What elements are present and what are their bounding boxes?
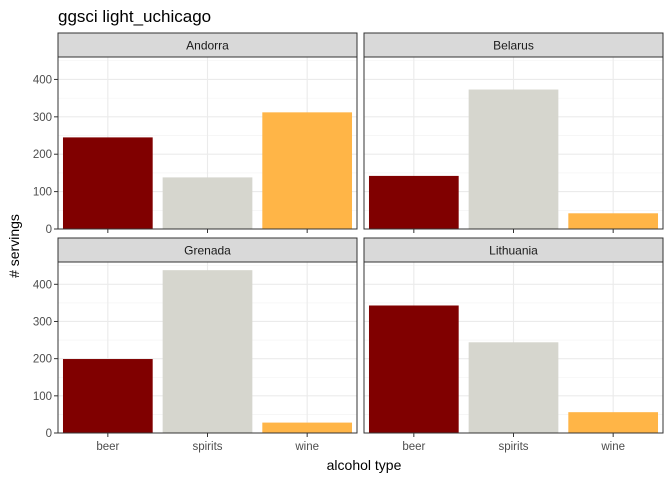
y-tick-label: 100 xyxy=(33,187,52,199)
x-axis-title: alcohol type xyxy=(327,457,402,473)
bar-grenada-beer xyxy=(62,359,153,433)
bar-lithuania-beer xyxy=(368,305,459,433)
y-tick-label: 400 xyxy=(33,279,52,291)
strip-andorra xyxy=(57,32,358,58)
strip-lithuania xyxy=(363,237,664,263)
panel-andorra: Andorra 0 100 200 300 400 xyxy=(33,32,358,236)
x-tick-label: wine xyxy=(600,441,625,453)
y-axis-title: # servings xyxy=(6,214,22,278)
bar-lithuania-wine xyxy=(568,412,659,433)
panel-grenada: Grenada 0 100 200 300 400 beer spirits wine xyxy=(33,237,358,453)
strip-label: Belarus xyxy=(493,39,534,53)
strip-belarus xyxy=(363,32,664,58)
strip-label: Lithuania xyxy=(489,244,538,258)
strip-label: Grenada xyxy=(184,244,231,258)
x-tick-label: spirits xyxy=(498,441,528,453)
x-tick-label: beer xyxy=(96,441,119,453)
strip-label: Andorra xyxy=(186,39,229,53)
y-tick-label: 100 xyxy=(33,391,52,403)
bar-belarus-wine xyxy=(568,213,659,229)
bar-andorra-wine xyxy=(262,112,353,229)
panel-lithuania: Lithuania beer spirits wine xyxy=(363,237,664,453)
panel-belarus: Belarus xyxy=(363,32,664,233)
chart-title: ggsci light_uchicago xyxy=(58,7,211,26)
x-tick-label: wine xyxy=(294,441,319,453)
bar-andorra-spirits xyxy=(162,177,253,229)
x-tick-label: spirits xyxy=(192,441,222,453)
bar-andorra-beer xyxy=(62,137,153,229)
y-tick-label: 400 xyxy=(33,74,52,86)
strip-grenada xyxy=(57,237,358,263)
y-tick-label: 300 xyxy=(33,316,52,328)
y-tick-label: 200 xyxy=(33,354,52,366)
y-tick-label: 0 xyxy=(46,428,52,440)
y-tick-label: 0 xyxy=(46,224,52,236)
bar-lithuania-spirits xyxy=(468,342,559,433)
bar-belarus-beer xyxy=(368,175,459,229)
bar-grenada-wine xyxy=(262,422,353,433)
panels-group: Andorra 0 100 200 300 400 Belarus Grenada 0 100 20… xyxy=(33,32,664,453)
y-tick-label: 300 xyxy=(33,112,52,124)
y-tick-label: 200 xyxy=(33,149,52,161)
x-tick-label: beer xyxy=(402,441,425,453)
bar-belarus-spirits xyxy=(468,89,559,230)
bar-grenada-spirits xyxy=(162,270,253,433)
